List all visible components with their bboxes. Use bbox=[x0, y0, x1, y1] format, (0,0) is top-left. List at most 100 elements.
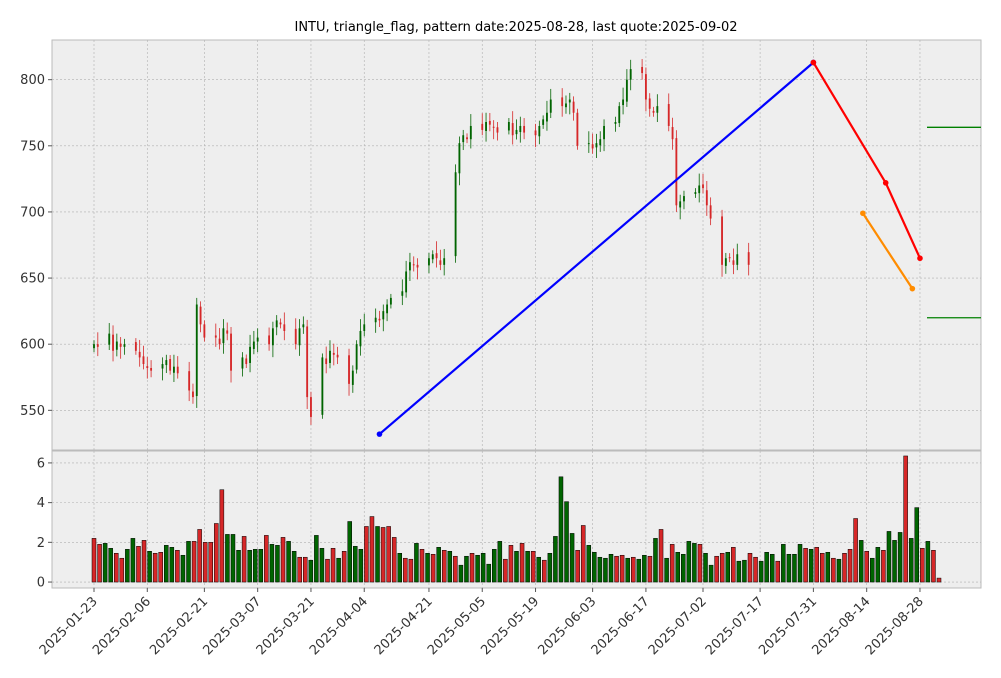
candle-body bbox=[348, 355, 350, 384]
candle-body bbox=[523, 125, 526, 133]
candle-body bbox=[173, 366, 175, 373]
overlay-line-orange bbox=[861, 212, 914, 290]
candle-body bbox=[142, 356, 145, 365]
volume-bar bbox=[386, 526, 391, 583]
candle-body bbox=[408, 262, 411, 271]
volume-bar bbox=[258, 549, 264, 583]
candle-body bbox=[538, 125, 541, 137]
candle-body bbox=[306, 326, 309, 398]
candle-body bbox=[469, 125, 472, 140]
volume-bar bbox=[280, 537, 286, 583]
price-tick-label: 800 bbox=[20, 73, 45, 88]
candle-body bbox=[252, 341, 255, 349]
volume-tick-label: 4 bbox=[37, 496, 45, 511]
volume-bar bbox=[364, 526, 369, 583]
overlay-point bbox=[860, 210, 866, 217]
candle-body bbox=[298, 328, 301, 346]
candle-body bbox=[165, 360, 168, 366]
candle-body bbox=[382, 311, 385, 320]
candle-body bbox=[268, 335, 271, 345]
candle-body bbox=[412, 264, 415, 266]
candle-body bbox=[641, 66, 644, 74]
volume-bar bbox=[747, 553, 753, 583]
volume-bar bbox=[564, 501, 569, 583]
candle-body bbox=[321, 357, 324, 415]
volume-bar bbox=[630, 556, 636, 583]
volume-bar bbox=[731, 547, 736, 583]
volume-bar bbox=[403, 557, 408, 583]
candle-body bbox=[119, 343, 122, 347]
volume-bar bbox=[519, 543, 525, 583]
candle-body bbox=[625, 79, 628, 102]
volume-bar bbox=[436, 547, 441, 583]
candle-body bbox=[401, 291, 404, 296]
volume-bar bbox=[781, 544, 786, 583]
volume-bar bbox=[608, 553, 614, 583]
candle-body bbox=[709, 205, 712, 219]
volume-bar bbox=[202, 542, 208, 583]
candle-body bbox=[112, 334, 114, 351]
volume-bar bbox=[736, 560, 742, 583]
volume-bar bbox=[458, 564, 464, 583]
volume-bar bbox=[241, 536, 247, 583]
volume-bar bbox=[208, 542, 213, 583]
volume-bar bbox=[553, 536, 558, 583]
volume-bar bbox=[169, 547, 175, 583]
volume-bar bbox=[108, 548, 113, 583]
volume-bar bbox=[814, 547, 819, 583]
candle-body bbox=[329, 350, 331, 363]
volume-bar bbox=[825, 552, 831, 583]
price-tick-label: 750 bbox=[20, 139, 45, 154]
volume-bar bbox=[353, 546, 358, 583]
volume-bar bbox=[742, 559, 747, 583]
volume-bar bbox=[836, 558, 842, 583]
candle-body bbox=[199, 306, 202, 325]
overlay-point bbox=[917, 255, 923, 262]
candle-body bbox=[458, 143, 461, 174]
price-tick-label: 550 bbox=[20, 404, 45, 419]
volume-bar bbox=[908, 538, 914, 583]
candle-body bbox=[203, 324, 206, 338]
candle-body bbox=[671, 127, 674, 140]
volume-bar bbox=[725, 552, 731, 583]
volume-bar bbox=[603, 557, 608, 583]
volume-bar bbox=[197, 529, 202, 583]
candle-body bbox=[644, 74, 647, 100]
candle-body bbox=[443, 258, 446, 265]
volume-bar bbox=[797, 544, 803, 583]
candle-body bbox=[736, 254, 739, 265]
volume-bar bbox=[897, 532, 903, 583]
volume-bar bbox=[97, 544, 102, 583]
volume-bar bbox=[636, 558, 642, 583]
candle-body bbox=[378, 318, 381, 321]
candle-body bbox=[283, 324, 286, 331]
candle-body bbox=[134, 342, 137, 351]
candle-body bbox=[481, 123, 484, 130]
candle-body bbox=[435, 253, 438, 259]
price-tick-label: 700 bbox=[20, 205, 45, 220]
volume-bar bbox=[542, 559, 547, 583]
volume-bar bbox=[925, 541, 931, 583]
volume-bar bbox=[164, 545, 169, 583]
candle-body bbox=[161, 364, 164, 369]
chart-title: INTU, triangle_flag, pattern date:2025-0… bbox=[294, 20, 737, 35]
volume-bar bbox=[325, 558, 330, 583]
candle-body bbox=[355, 344, 358, 370]
candle-body bbox=[188, 371, 191, 391]
candle-body bbox=[226, 330, 229, 334]
candle-body bbox=[728, 257, 731, 259]
candle-body bbox=[462, 135, 465, 143]
candle-body bbox=[568, 99, 571, 103]
volume-bar bbox=[141, 540, 147, 583]
candle-body bbox=[195, 304, 198, 397]
volume-bar bbox=[820, 553, 825, 583]
candle-body bbox=[363, 324, 366, 331]
volume-bar bbox=[525, 551, 530, 583]
candle-body bbox=[542, 119, 545, 125]
candle-body bbox=[374, 317, 377, 323]
candle-body bbox=[546, 112, 548, 122]
overlay-point bbox=[810, 59, 817, 66]
volume-bar bbox=[870, 557, 875, 583]
volume-bar bbox=[369, 516, 375, 583]
